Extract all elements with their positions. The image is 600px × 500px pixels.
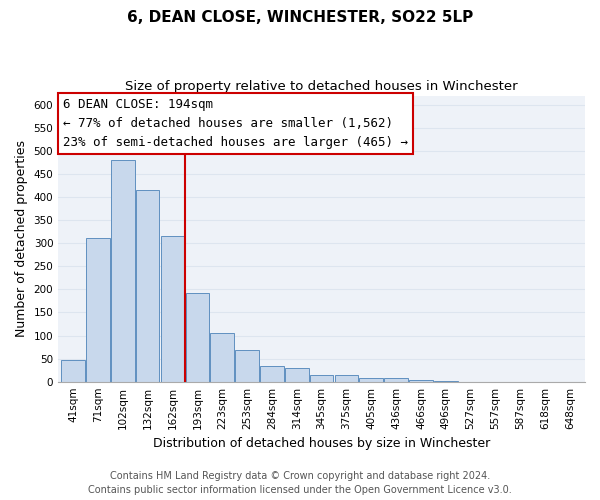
Bar (161, 236, 184, 382)
Bar (211, 333, 234, 382)
X-axis label: Distribution of detached houses by size in Winchester: Distribution of detached houses by size … (153, 437, 490, 450)
Text: Contains HM Land Registry data © Crown copyright and database right 2024.
Contai: Contains HM Land Registry data © Crown c… (88, 471, 512, 495)
Bar (409, 380, 433, 382)
Bar (335, 375, 358, 382)
Bar (111, 160, 134, 382)
Bar (61, 360, 85, 382)
Bar (136, 190, 160, 382)
Bar (385, 378, 408, 382)
Bar (86, 238, 110, 382)
Bar (310, 375, 334, 382)
Text: 6 DEAN CLOSE: 194sqm
← 77% of detached houses are smaller (1,562)
23% of semi-de: 6 DEAN CLOSE: 194sqm ← 77% of detached h… (64, 98, 409, 150)
Y-axis label: Number of detached properties: Number of detached properties (15, 140, 28, 337)
Text: 6, DEAN CLOSE, WINCHESTER, SO22 5LP: 6, DEAN CLOSE, WINCHESTER, SO22 5LP (127, 10, 473, 25)
Bar (359, 378, 383, 382)
Title: Size of property relative to detached houses in Winchester: Size of property relative to detached ho… (125, 80, 518, 93)
Bar (260, 366, 284, 382)
Bar (185, 292, 209, 382)
Bar (285, 368, 308, 382)
Bar (235, 350, 259, 382)
